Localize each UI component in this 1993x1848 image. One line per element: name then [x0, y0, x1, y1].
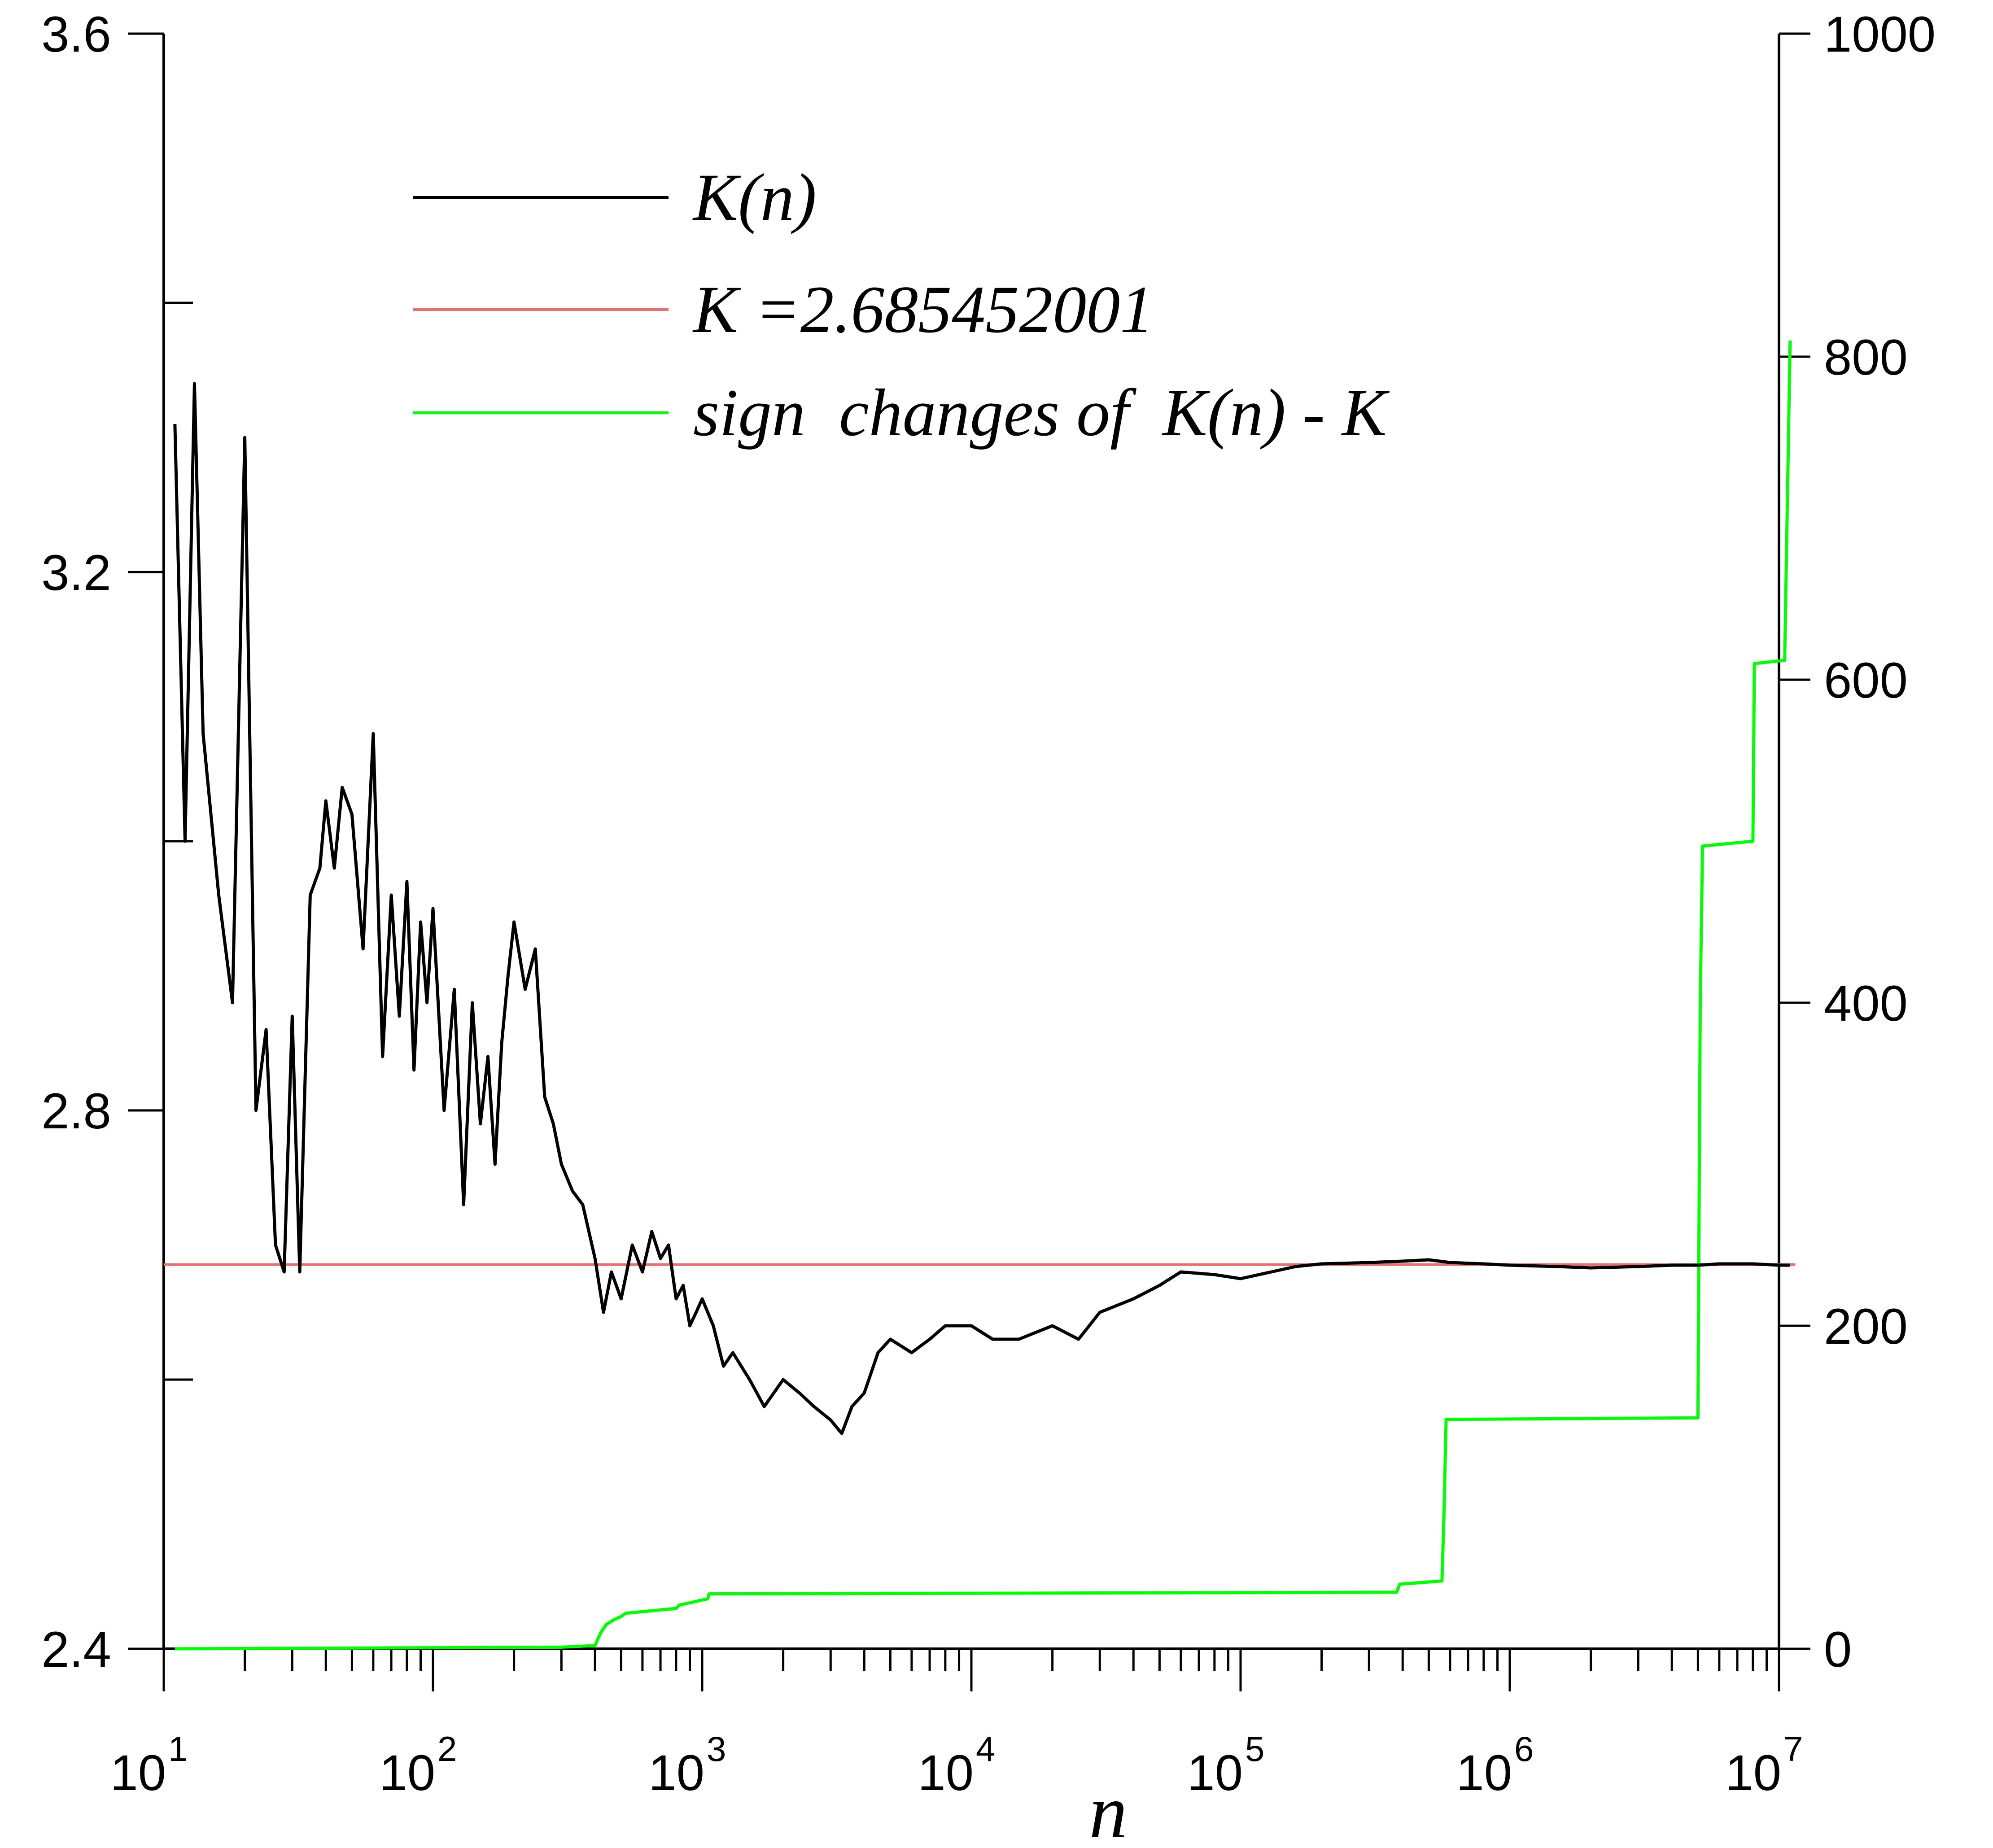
x-tick-label: 10 3 [648, 1729, 726, 1801]
x-tick-label: 10 4 [918, 1729, 995, 1801]
series-sign-changes-line [175, 340, 1792, 1651]
right-y-tick-label: 400 [1824, 975, 1908, 1031]
legend-label: K(n) [692, 160, 817, 235]
right-y-tick-label: 200 [1824, 1298, 1908, 1354]
x-tick-label: 10 1 [110, 1729, 188, 1801]
left-y-tick-label: 3.6 [41, 6, 111, 62]
x-tick-label-base: 10 [110, 1745, 166, 1801]
left-y-tick-label: 2.4 [41, 1621, 111, 1678]
left-y-tick-label: 2.8 [41, 1083, 111, 1139]
x-tick-label-exponent: 6 [1514, 1729, 1534, 1769]
plot-area [164, 340, 1796, 1651]
left-y-tick-label: 3.2 [41, 545, 111, 601]
x-tick-label-exponent: 4 [976, 1729, 995, 1769]
x-axis-title: n [1089, 1769, 1128, 1848]
right-y-tick-label: 0 [1824, 1621, 1852, 1678]
x-tick-label-exponent: 5 [1245, 1729, 1264, 1769]
x-tick-label-base: 10 [918, 1745, 974, 1801]
x-tick-label: 10 5 [1187, 1729, 1264, 1801]
legend: K(n) K =2.685452001 sign changes of K(n) -… [413, 160, 1390, 450]
x-tick-label: 10 6 [1456, 1729, 1534, 1801]
x-tick-label-base: 10 [1456, 1745, 1512, 1801]
right-y-tick-label: 1000 [1824, 6, 1936, 62]
legend-label: K =2.685452001 [692, 272, 1154, 347]
x-tick-label: 10 2 [379, 1729, 457, 1801]
x-tick-label-exponent: 1 [168, 1729, 188, 1769]
x-tick-label-base: 10 [379, 1745, 435, 1801]
x-tick-label-base: 10 [648, 1745, 704, 1801]
x-tick-label-exponent: 2 [437, 1729, 457, 1769]
x-tick-label-exponent: 7 [1783, 1729, 1803, 1769]
right-y-tick-label: 800 [1824, 329, 1908, 385]
x-tick-label-base: 10 [1187, 1745, 1243, 1801]
legend-label: sign changes of K(n) - K [693, 376, 1390, 450]
x-tick-label-base: 10 [1725, 1745, 1781, 1801]
x-tick-label: 10 7 [1725, 1729, 1803, 1801]
x-tick-label-exponent: 3 [707, 1729, 726, 1769]
series-kn-line [173, 382, 1790, 1435]
right-y-tick-label: 600 [1824, 652, 1908, 708]
